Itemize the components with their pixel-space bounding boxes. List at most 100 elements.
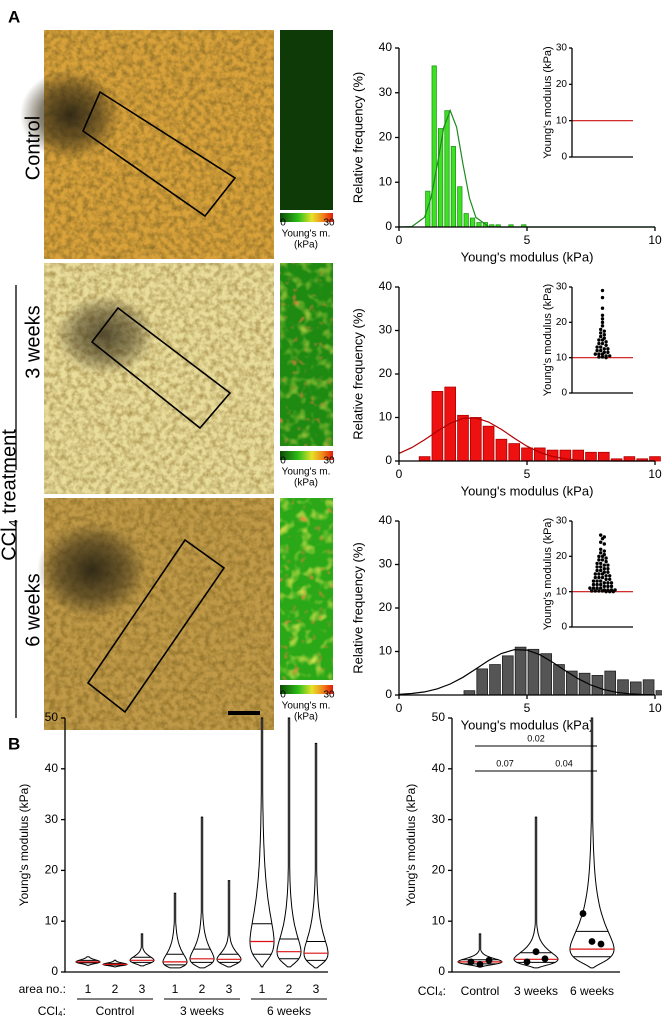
x-tick-label: 3 (139, 982, 146, 996)
p-value: 0.07 (496, 758, 514, 768)
bar (469, 417, 482, 462)
y-tick-label: 30 (45, 812, 59, 826)
y-tick-label: 0 (561, 152, 567, 163)
x-tick-label: 0 (396, 233, 403, 247)
bar (450, 146, 457, 228)
dot (599, 568, 603, 573)
fit-curve (398, 108, 655, 228)
violin (129, 933, 155, 967)
y-axis-title: Young's modulus (kPa) (542, 284, 554, 396)
dot (602, 567, 606, 571)
violin (162, 892, 188, 969)
dot (599, 561, 603, 566)
dot (609, 581, 614, 585)
x-tick-label: 3 (313, 982, 320, 996)
bar (457, 186, 463, 228)
colorbar-unit: (kPa) (294, 712, 318, 723)
dot (599, 331, 603, 335)
dot (599, 345, 603, 349)
y-tick-label: 10 (379, 644, 393, 658)
colorbar-tick: 0 (280, 218, 286, 229)
dot (600, 338, 605, 342)
y-tick-label: 30 (556, 282, 568, 293)
blob (37, 522, 147, 618)
colorbar-tick: 0 (280, 690, 286, 701)
x-tick-label: 2 (286, 982, 293, 996)
dot (600, 313, 605, 317)
y-axis-title: Relative frequency (%) (350, 308, 365, 440)
dot (597, 554, 601, 559)
micrographs (20, 30, 274, 730)
x-axis-title: Young's modulus (kPa) (461, 249, 594, 264)
colorbar-unit: (kPa) (294, 478, 318, 489)
y-tick-label: 40 (45, 761, 59, 775)
axis (398, 48, 655, 228)
dot (599, 551, 603, 555)
blob (55, 295, 155, 375)
colorbar-tick: 30 (323, 690, 335, 701)
dot (600, 341, 605, 346)
dot (606, 570, 610, 574)
dot (593, 575, 597, 580)
x-tick-label: 5 (524, 233, 531, 247)
y-tick-label: 40 (432, 761, 446, 775)
bar (527, 648, 540, 696)
colorbar-tick: 30 (323, 456, 335, 467)
y-axis-title: Young's modulus (kPa) (17, 784, 31, 907)
bar (476, 668, 488, 696)
dot (597, 341, 601, 346)
dot (604, 355, 608, 360)
y-tick-label: 20 (45, 863, 59, 877)
violin (513, 816, 559, 969)
colorbar-tick: 0 (280, 456, 286, 467)
y-tick-label: 20 (379, 366, 393, 380)
dot (602, 563, 606, 567)
y-tick-label: 30 (379, 557, 393, 571)
axis (571, 48, 633, 158)
dot (604, 343, 608, 347)
map-texture (280, 263, 333, 446)
dot (595, 568, 599, 573)
dot (595, 565, 599, 569)
colorbar-label: Young's m. (282, 701, 331, 712)
dot (591, 579, 596, 583)
x-tick-label: 10 (648, 701, 662, 715)
y-tick-label: 10 (556, 115, 568, 126)
bar (501, 655, 514, 696)
dot (609, 584, 614, 589)
y-tick-label: 0 (385, 219, 392, 233)
x-tick-label: 10 (648, 467, 662, 481)
dot (604, 556, 608, 560)
y-axis-title: Relative frequency (%) (350, 72, 365, 204)
violin (189, 816, 215, 969)
y-tick-label: 20 (556, 551, 568, 562)
y-tick-label: 30 (379, 85, 393, 99)
bar (514, 646, 527, 696)
x-tick-label: 2 (112, 982, 119, 996)
dot (591, 586, 596, 590)
bar (591, 675, 604, 696)
bar (655, 690, 662, 696)
y-tick-label: 30 (432, 812, 446, 826)
y-tick-label: 10 (45, 913, 59, 927)
dot (593, 572, 597, 576)
stiffness-map (280, 30, 333, 210)
dot (600, 288, 605, 293)
dot (599, 334, 603, 339)
area-median-dot (485, 956, 493, 964)
p-value: 0.04 (555, 758, 573, 768)
dot (606, 350, 610, 355)
dot (597, 589, 601, 593)
colorbar (280, 685, 333, 694)
bar (418, 456, 431, 462)
y-tick-label: 0 (438, 964, 445, 978)
y-tick-label: 30 (556, 43, 568, 54)
area-median-dot (476, 960, 484, 968)
y-tick-label: 10 (379, 410, 393, 424)
bar (521, 447, 533, 462)
bar (457, 414, 469, 462)
violin (276, 717, 302, 968)
dot (600, 572, 605, 576)
dot (600, 352, 605, 356)
